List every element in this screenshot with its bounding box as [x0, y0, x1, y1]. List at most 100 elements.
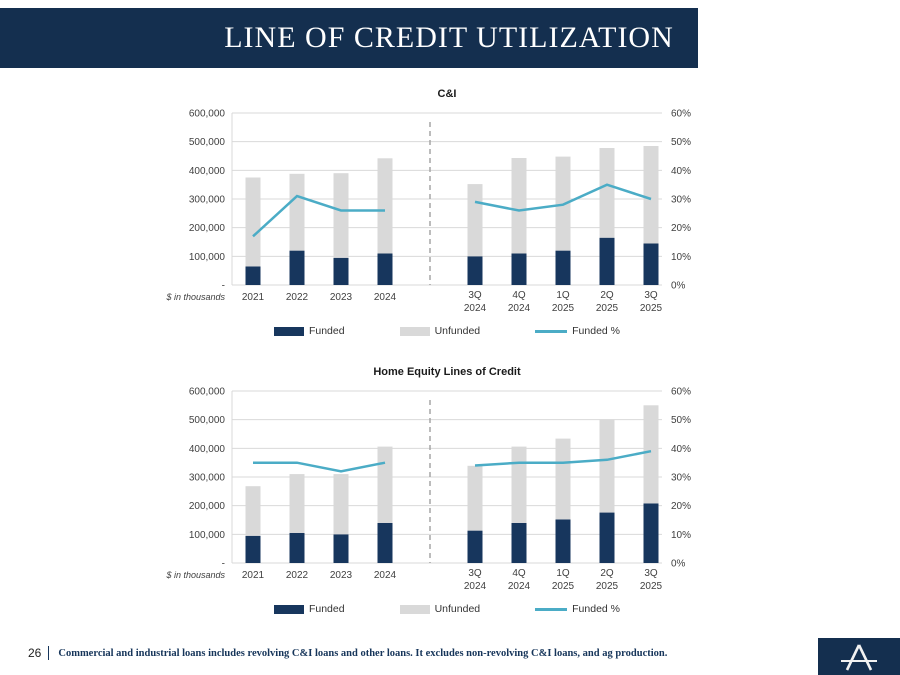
svg-text:20%: 20%: [671, 501, 691, 512]
svg-text:200,000: 200,000: [189, 223, 226, 234]
left-axis-ticks: 600,000 500,000 400,000 300,000 200,000 100,0…: [189, 109, 226, 292]
svg-text:2023: 2023: [330, 292, 353, 303]
svg-text:60%: 60%: [671, 109, 691, 120]
svg-text:2024: 2024: [464, 303, 487, 313]
right-axis-ticks: 60% 50% 40% 30% 20% 10% 0%: [671, 387, 691, 570]
unfunded-bars: [245, 146, 659, 267]
heloc-chart-title: Home Equity Lines of Credit: [373, 366, 521, 378]
legend-item-unfunded: Unfunded: [399, 325, 481, 337]
svg-text:10%: 10%: [671, 530, 691, 541]
category-labels: 2021 2022 2023 2024 3Q 2024 4Q 2024 1Q 2025 2Q 2025…: [242, 568, 663, 591]
svg-text:50%: 50%: [671, 137, 691, 148]
category-labels: 2021 2022 2023 2024 3Q 2024 4Q 2024 1Q 2025 2Q 2025…: [242, 290, 663, 313]
svg-text:2022: 2022: [286, 292, 309, 303]
left-axis-ticks: 600,000 500,000 400,000 300,000 200,000 100,0…: [189, 387, 226, 570]
legend-label-funded: Funded: [308, 325, 345, 337]
funded-bars: [245, 503, 659, 563]
svg-text:2025: 2025: [640, 581, 663, 591]
footer-divider: [48, 646, 50, 660]
funded-bars: [245, 237, 659, 285]
svg-text:500,000: 500,000: [189, 137, 226, 148]
svg-text:2024: 2024: [508, 581, 531, 591]
svg-text:4Q: 4Q: [512, 290, 526, 301]
svg-text:200,000: 200,000: [189, 501, 226, 512]
heloc-chart-legend: Funded Unfunded Funded %: [158, 603, 714, 615]
ci-chart: C&I 600,000 500,000 400,000 300,000 200,000 1…: [158, 88, 714, 337]
unfunded-bars: [245, 405, 659, 536]
svg-text:2024: 2024: [374, 292, 397, 303]
svg-text:-: -: [222, 281, 225, 292]
ci-chart-plot: 600,000 500,000 400,000 300,000 200,000 100,0…: [165, 109, 691, 314]
svg-text:60%: 60%: [671, 387, 691, 398]
svg-text:100,000: 100,000: [189, 252, 226, 263]
ci-chart-legend: Funded Unfunded Funded %: [158, 325, 714, 337]
svg-text:40%: 40%: [671, 444, 691, 455]
svg-text:1Q: 1Q: [556, 290, 570, 301]
svg-text:2Q: 2Q: [600, 568, 614, 579]
funded-pct-swatch-icon: [535, 607, 568, 611]
svg-text:0%: 0%: [671, 281, 686, 292]
svg-text:500,000: 500,000: [189, 415, 226, 426]
footnote: Commercial and industrial loans includes…: [58, 647, 668, 659]
footer: 26 Commercial and industrial loans inclu…: [28, 643, 667, 663]
svg-text:2024: 2024: [464, 581, 487, 591]
svg-text:30%: 30%: [671, 195, 691, 206]
legend-label-unfunded: Unfunded: [434, 603, 481, 615]
unfunded-swatch-icon: [399, 604, 430, 614]
svg-text:20%: 20%: [671, 223, 691, 234]
legend-label-funded-pct: Funded %: [572, 603, 621, 615]
legend-label-funded: Funded: [308, 603, 345, 615]
svg-text:2024: 2024: [508, 303, 531, 313]
ci-chart-title: C&I: [437, 88, 457, 100]
title-bar: LINE OF CREDIT UTILIZATION: [0, 8, 698, 68]
heloc-chart: Home Equity Lines of Credit 600,000 500,0…: [158, 366, 714, 615]
svg-text:400,000: 400,000: [189, 444, 226, 455]
svg-text:1Q: 1Q: [556, 568, 570, 579]
svg-text:2021: 2021: [242, 292, 265, 303]
heloc-chart-plot: 600,000 500,000 400,000 300,000 200,000 100,0…: [165, 387, 691, 592]
funded-pct-swatch-icon: [535, 329, 568, 333]
svg-text:3Q: 3Q: [468, 568, 482, 579]
svg-text:2025: 2025: [552, 303, 575, 313]
slide-title: LINE OF CREDIT UTILIZATION: [224, 21, 674, 54]
funded-pct-line: [252, 183, 652, 238]
svg-text:100,000: 100,000: [189, 530, 226, 541]
legend-label-unfunded: Unfunded: [434, 325, 481, 337]
funded-pct-line: [253, 449, 652, 473]
svg-text:-: -: [222, 559, 225, 570]
svg-text:4Q: 4Q: [512, 568, 526, 579]
svg-text:2025: 2025: [640, 303, 663, 313]
svg-text:2024: 2024: [374, 570, 397, 581]
svg-text:0%: 0%: [671, 559, 686, 570]
svg-text:300,000: 300,000: [189, 195, 226, 206]
svg-text:2025: 2025: [596, 303, 619, 313]
svg-text:600,000: 600,000: [189, 387, 226, 398]
svg-text:50%: 50%: [671, 415, 691, 426]
funded-swatch-icon: [273, 326, 304, 336]
svg-text:300,000: 300,000: [189, 473, 226, 484]
svg-text:3Q: 3Q: [644, 290, 658, 301]
right-axis-ticks: 60% 50% 40% 30% 20% 10% 0%: [671, 109, 691, 292]
company-logo: [818, 638, 900, 675]
svg-text:2022: 2022: [286, 570, 309, 581]
svg-text:2Q: 2Q: [600, 290, 614, 301]
unit-label: $ in thousands: [165, 292, 225, 302]
legend-item-funded-pct: Funded %: [535, 603, 620, 615]
svg-text:2025: 2025: [596, 581, 619, 591]
unfunded-swatch-icon: [399, 326, 430, 336]
logo-a-icon: [841, 643, 877, 671]
legend-item-funded-pct: Funded %: [535, 325, 620, 337]
svg-text:400,000: 400,000: [189, 166, 226, 177]
funded-swatch-icon: [273, 604, 304, 614]
legend-item-funded: Funded: [273, 603, 345, 615]
svg-text:2025: 2025: [552, 581, 575, 591]
legend-item-unfunded: Unfunded: [399, 603, 481, 615]
svg-text:40%: 40%: [671, 166, 691, 177]
svg-text:600,000: 600,000: [189, 109, 226, 120]
page-number: 26: [28, 646, 42, 660]
svg-text:30%: 30%: [671, 473, 691, 484]
svg-text:10%: 10%: [671, 252, 691, 263]
svg-text:2021: 2021: [242, 570, 265, 581]
svg-text:3Q: 3Q: [468, 290, 482, 301]
